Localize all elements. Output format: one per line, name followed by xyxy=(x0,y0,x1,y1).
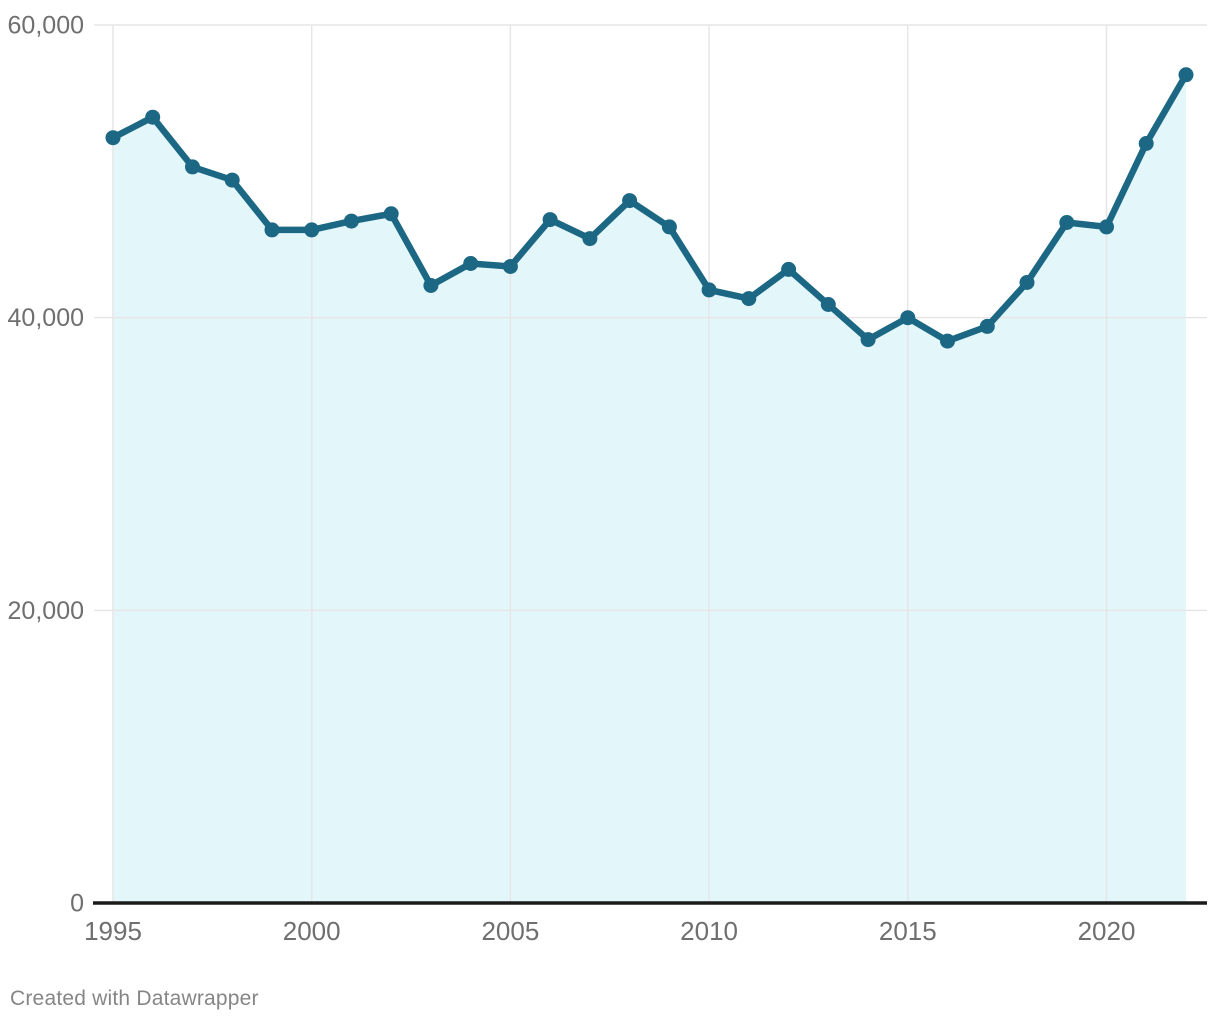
area-fill xyxy=(113,74,1186,904)
x-tick-label: 2005 xyxy=(481,916,539,946)
data-point[interactable] xyxy=(383,206,399,222)
x-tick-label: 2020 xyxy=(1078,916,1136,946)
y-tick-label: 40,000 xyxy=(8,304,84,332)
x-tick-label: 1995 xyxy=(84,916,142,946)
y-tick-label: 60,000 xyxy=(8,12,84,40)
data-line xyxy=(109,71,1190,345)
data-point[interactable] xyxy=(900,310,916,326)
datawrapper-attribution: Created with Datawrapper xyxy=(10,987,259,1010)
y-tick-label: 0 xyxy=(70,890,84,918)
data-point[interactable] xyxy=(502,259,518,274)
chart-canvas[interactable]: 0 20,000 40,000 60,000 1995 2000 2005 2010 2015 2… xyxy=(0,0,1220,958)
data-point[interactable] xyxy=(145,109,161,125)
data-point[interactable] xyxy=(940,333,955,349)
data-point[interactable] xyxy=(661,219,677,235)
data-point[interactable] xyxy=(820,297,836,312)
data-point[interactable] xyxy=(622,193,638,209)
data-point[interactable] xyxy=(741,291,757,307)
data-point[interactable] xyxy=(1138,136,1154,151)
data-point[interactable] xyxy=(1178,67,1194,83)
data-point[interactable] xyxy=(304,222,320,238)
data-point[interactable] xyxy=(343,213,359,229)
x-tick-label: 2010 xyxy=(680,916,738,946)
data-point[interactable] xyxy=(185,159,200,175)
y-tick-label: 20,000 xyxy=(8,597,84,625)
x-tick-label: 2015 xyxy=(879,916,937,946)
data-point[interactable] xyxy=(423,278,439,293)
data-point[interactable] xyxy=(781,261,797,277)
data-point[interactable] xyxy=(542,212,558,228)
data-point[interactable] xyxy=(105,130,121,146)
data-point[interactable] xyxy=(224,172,240,188)
data-point[interactable] xyxy=(1099,219,1114,235)
data-point[interactable] xyxy=(1059,215,1075,230)
x-tick-label: 2000 xyxy=(283,916,341,946)
data-point[interactable] xyxy=(463,256,479,271)
data-point[interactable] xyxy=(264,222,280,238)
line-area-chart: 0 20,000 40,000 60,000 1995 2000 2005 2010 2015 2… xyxy=(0,0,1220,958)
data-point[interactable] xyxy=(701,282,717,298)
data-point[interactable] xyxy=(582,231,598,247)
data-point[interactable] xyxy=(860,332,876,348)
data-point[interactable] xyxy=(979,318,995,334)
data-point[interactable] xyxy=(1019,275,1035,290)
